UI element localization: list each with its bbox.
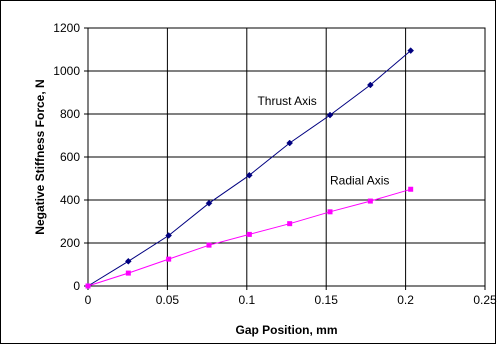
data-point: [166, 256, 172, 262]
x-tick-label: 0.15: [315, 293, 339, 307]
data-point: [205, 199, 213, 207]
data-point: [206, 242, 212, 248]
data-point: [125, 270, 131, 276]
x-tick-label: 0.1: [238, 293, 255, 307]
y-tick-label: 400: [60, 193, 80, 207]
y-tick-label: 800: [60, 107, 80, 121]
tick-labels: 0 200 400 600 800 1000 1200 0 0.05 0.1 0.15 0.2 0.25: [53, 21, 497, 307]
data-point: [124, 257, 132, 265]
y-tick-label: 1200: [53, 21, 80, 35]
data-point: [366, 81, 374, 89]
y-tick-label: 600: [60, 150, 80, 164]
x-tick-label: 0.05: [156, 293, 180, 307]
data-point: [165, 232, 173, 239]
data-point: [407, 47, 415, 54]
y-tick-label: 0: [73, 279, 80, 293]
y-tick-label: 1000: [53, 64, 80, 78]
data-point: [245, 171, 253, 179]
data-point: [286, 139, 294, 147]
x-tick-label: 0: [85, 293, 92, 307]
y-tick-label: 200: [60, 236, 80, 250]
data-point: [85, 283, 91, 289]
data-point: [367, 198, 373, 204]
x-tick-label: 0.25: [473, 293, 497, 307]
series-layer: [84, 47, 415, 290]
series-label-thrust-axis: Thrust Axis: [257, 94, 316, 108]
data-point: [326, 111, 334, 119]
data-point: [246, 231, 252, 237]
grid: [84, 27, 486, 290]
data-point: [287, 221, 293, 227]
data-point: [408, 186, 414, 192]
series-label-radial-axis: Radial Axis: [330, 174, 389, 188]
data-point: [327, 209, 333, 215]
x-axis-title: Gap Position, mm: [235, 323, 337, 337]
y-axis-title: Negative Stiffness Force, N: [33, 79, 47, 234]
x-tick-label: 0.2: [397, 293, 414, 307]
